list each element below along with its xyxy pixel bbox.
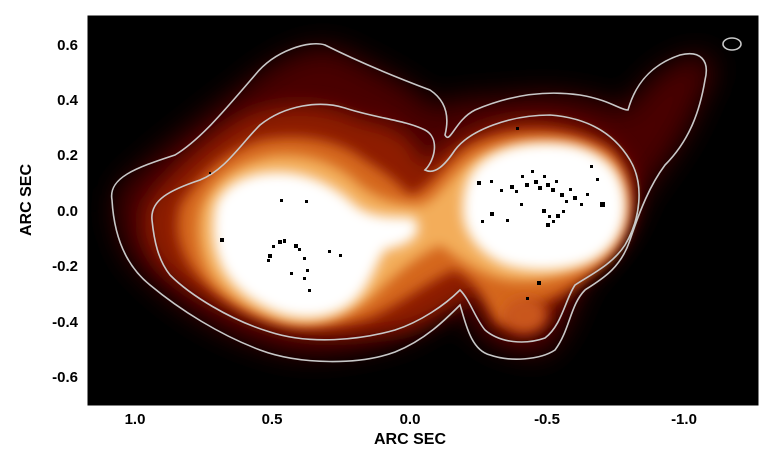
point-source (490, 180, 493, 183)
point-source (516, 127, 519, 130)
point-source (283, 239, 286, 243)
point-source (490, 212, 494, 216)
point-sources (209, 127, 605, 300)
west-source-peak (462, 142, 626, 271)
y-tick-label: 0.0 (57, 203, 78, 220)
y-tick-label: -0.6 (52, 369, 78, 386)
emission-tail (503, 297, 547, 333)
point-source (477, 181, 481, 185)
point-source (552, 220, 555, 223)
point-source (298, 248, 301, 251)
point-source (328, 250, 331, 253)
y-tick-label: 0.2 (57, 147, 78, 164)
x-ticks (134, 397, 685, 405)
point-source (542, 209, 546, 213)
point-source (280, 199, 283, 202)
point-source (551, 188, 555, 192)
point-source (515, 190, 518, 193)
point-source (267, 259, 270, 262)
emission-map (110, 37, 742, 363)
point-source (510, 185, 514, 189)
x-tick-label: 0.0 (400, 411, 421, 428)
point-source (294, 244, 298, 248)
contour-inner (151, 103, 640, 343)
contour-small-loop (722, 37, 742, 51)
east-source-peak (213, 171, 419, 319)
point-source (272, 245, 275, 248)
point-source (560, 193, 564, 197)
point-source (548, 215, 551, 218)
point-source (303, 257, 306, 260)
point-source (534, 180, 538, 184)
point-source (538, 186, 542, 190)
point-source (596, 178, 599, 181)
point-source (546, 223, 550, 227)
point-source (526, 297, 529, 300)
point-source (278, 240, 282, 244)
point-source (500, 189, 503, 192)
point-source (586, 193, 589, 196)
y-axis-title: ARC SEC (18, 164, 35, 236)
point-source (569, 188, 572, 191)
y-tick-label: 0.6 (57, 37, 78, 54)
point-source (580, 203, 583, 206)
point-source (546, 183, 550, 187)
x-tick-label: 0.5 (262, 411, 283, 428)
x-tick-label: -1.0 (671, 411, 697, 428)
y-tick-label: 0.4 (57, 92, 79, 109)
point-source (555, 180, 558, 183)
point-source (600, 202, 605, 207)
point-source (290, 272, 293, 275)
point-source (209, 172, 211, 174)
point-source (506, 219, 509, 222)
point-source (268, 254, 272, 258)
x-tick-label: -0.5 (534, 411, 560, 428)
y-tick-labels: 0.6 0.4 0.2 0.0 -0.2 -0.4 -0.6 (52, 37, 79, 386)
contour-outer (110, 43, 707, 363)
point-source (520, 203, 523, 206)
y-tick-label: -0.4 (52, 314, 79, 331)
y-tick-label: -0.2 (52, 258, 78, 275)
point-source (573, 196, 577, 200)
point-source (220, 238, 224, 242)
point-source (305, 200, 308, 203)
point-source (531, 170, 534, 173)
x-tick-labels: 1.0 0.5 0.0 -0.5 -1.0 (125, 411, 697, 428)
point-source (565, 200, 568, 203)
point-source (481, 220, 484, 223)
x-axis-title: ARC SEC (374, 431, 446, 448)
point-source (590, 165, 593, 168)
point-source (525, 183, 529, 187)
point-source (339, 254, 342, 257)
point-source (543, 175, 546, 178)
point-source (303, 277, 306, 280)
point-source (308, 289, 311, 292)
point-source (562, 210, 565, 213)
y-ticks (88, 44, 96, 378)
point-source (306, 269, 309, 272)
point-source (521, 175, 524, 178)
x-tick-label: 1.0 (125, 411, 146, 428)
point-source (556, 214, 560, 218)
point-source (537, 281, 541, 285)
